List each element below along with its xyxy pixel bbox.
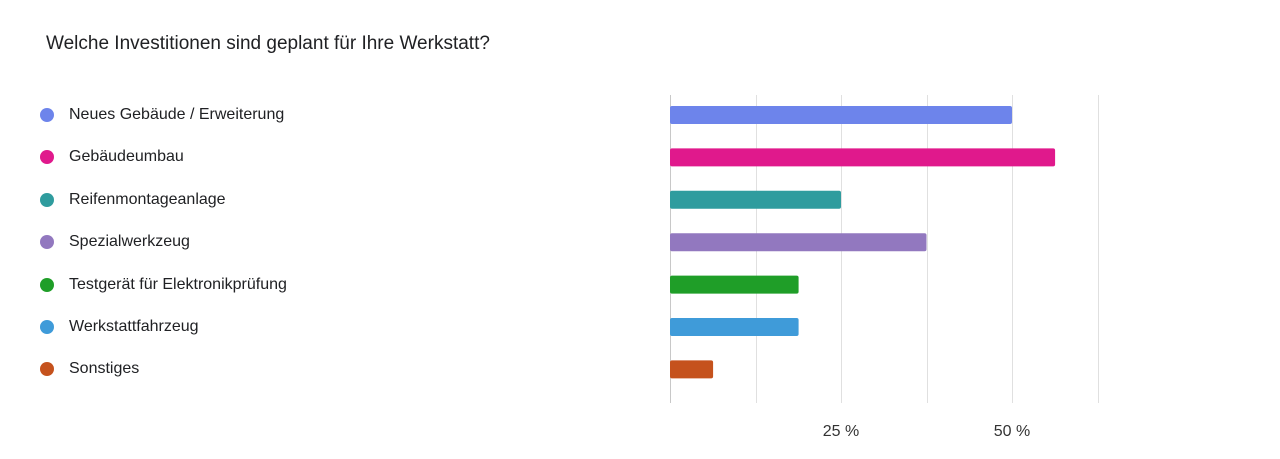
legend-label: Testgerät für Elektronikprüfung bbox=[69, 275, 287, 293]
legend-item[interactable]: Gebäudeumbau bbox=[40, 144, 184, 170]
legend-label: Gebäudeumbau bbox=[69, 148, 184, 166]
x-tick-label: 50 % bbox=[994, 423, 1030, 440]
bar-6[interactable] bbox=[670, 318, 799, 336]
x-tick-label: 25 % bbox=[823, 423, 859, 440]
legend-dot-icon bbox=[40, 108, 54, 122]
legend-label: Neues Gebäude / Erweiterung bbox=[69, 106, 285, 123]
legend-item[interactable]: Werkstattfahrzeug bbox=[40, 314, 199, 340]
legend-item[interactable]: Reifenmontageanlage bbox=[40, 187, 226, 213]
legend-item[interactable]: Sonstiges bbox=[40, 356, 139, 382]
bar-7[interactable] bbox=[670, 360, 714, 379]
bars bbox=[670, 106, 1056, 379]
legend-item[interactable]: Spezialwerkzeug bbox=[40, 229, 190, 255]
x-tick-labels: 25 % 50 % bbox=[823, 423, 1030, 440]
legend-dot-icon bbox=[40, 235, 54, 250]
legend-dot-icon bbox=[40, 150, 54, 165]
bar-4[interactable] bbox=[670, 233, 927, 252]
legend-dot-icon bbox=[40, 320, 54, 334]
bar-1[interactable] bbox=[670, 106, 1012, 124]
legend-label: Spezialwerkzeug bbox=[69, 233, 190, 251]
legend-dot-icon bbox=[40, 277, 54, 292]
legend-label: Reifenmontageanlage bbox=[69, 190, 226, 208]
bar-5[interactable] bbox=[670, 275, 799, 294]
legend-dot-icon bbox=[40, 362, 54, 377]
bar-3[interactable] bbox=[670, 190, 841, 209]
legend-label: Werkstattfahrzeug bbox=[69, 318, 199, 335]
legend-label: Sonstiges bbox=[69, 360, 140, 378]
legend-item[interactable]: Testgerät für Elektronikprüfung bbox=[40, 272, 287, 298]
bar-2[interactable] bbox=[670, 148, 1056, 167]
legend-dot-icon bbox=[40, 192, 54, 207]
chart-title: Welche Investitionen sind geplant für Ih… bbox=[46, 33, 490, 54]
legend-item[interactable]: Neues Gebäude / Erweiterung bbox=[40, 102, 284, 128]
